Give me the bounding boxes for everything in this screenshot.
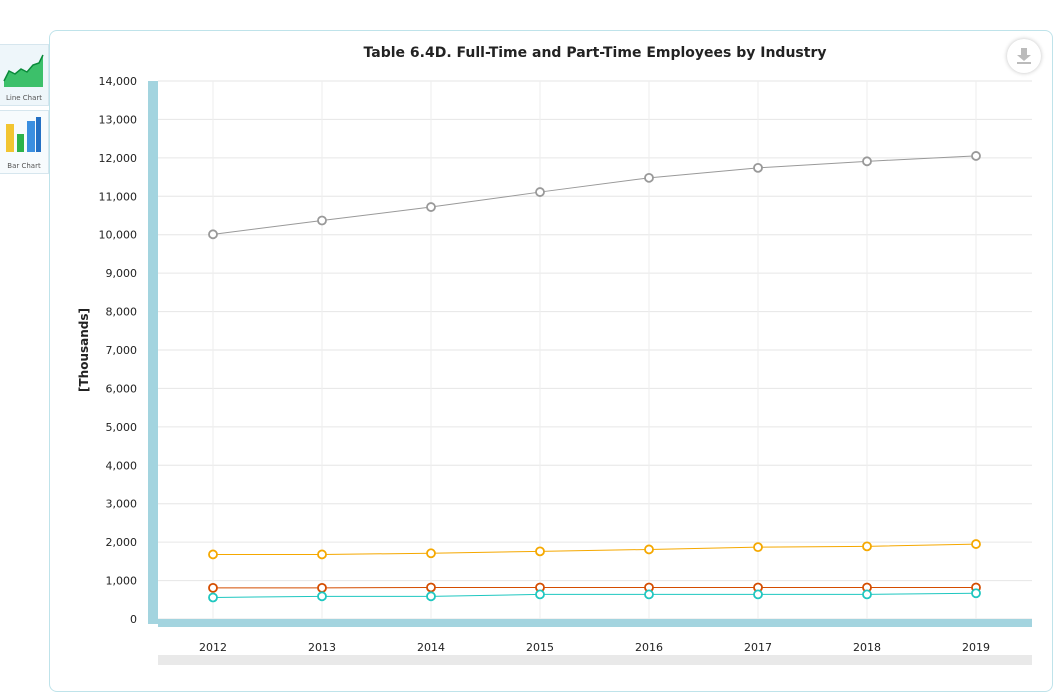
- y-tick-label: 6,000: [106, 382, 138, 395]
- y-tick-label: 14,000: [99, 75, 138, 88]
- data-point: [972, 540, 980, 548]
- data-point: [863, 157, 871, 165]
- x-tick-label: 2019: [962, 641, 990, 654]
- data-point: [209, 550, 217, 558]
- x-tick-label: 2016: [635, 641, 663, 654]
- y-tick-label: 12,000: [99, 152, 138, 165]
- data-point: [427, 592, 435, 600]
- y-tick-label: 5,000: [106, 421, 138, 434]
- data-point: [536, 188, 544, 196]
- y-tick-label: 4,000: [106, 459, 138, 472]
- data-point: [536, 547, 544, 555]
- y-tick-label: 1,000: [106, 575, 138, 588]
- y-tick-label: 3,000: [106, 498, 138, 511]
- data-point: [427, 583, 435, 591]
- x-tick-label: 2013: [308, 641, 336, 654]
- series-line: [213, 156, 976, 234]
- data-point: [754, 590, 762, 598]
- scrollbar-track: [158, 655, 1032, 665]
- data-point: [645, 545, 653, 553]
- y-tick-label: 11,000: [99, 190, 138, 203]
- data-point: [318, 216, 326, 224]
- y-tick-label: 8,000: [106, 306, 138, 319]
- series-line: [213, 593, 976, 597]
- x-tick-label: 2015: [526, 641, 554, 654]
- y-tick-label: 7,000: [106, 344, 138, 357]
- data-point: [209, 593, 217, 601]
- data-point: [427, 549, 435, 557]
- y-axis-band: [148, 81, 158, 624]
- x-tick-label: 2014: [417, 641, 445, 654]
- x-axis-band: [158, 619, 1032, 627]
- data-point: [209, 584, 217, 592]
- series-line: [213, 544, 976, 554]
- x-tick-label: 2012: [199, 641, 227, 654]
- data-point: [645, 590, 653, 598]
- data-point: [972, 589, 980, 597]
- y-tick-label: 2,000: [106, 536, 138, 549]
- data-point: [536, 590, 544, 598]
- download-icon: [1017, 48, 1031, 64]
- x-tick-label: 2017: [744, 641, 772, 654]
- data-point: [972, 152, 980, 160]
- data-point: [318, 550, 326, 558]
- data-point: [427, 203, 435, 211]
- x-tick-label: 2018: [853, 641, 881, 654]
- y-axis-label: [Thousands]: [77, 308, 91, 392]
- data-point: [863, 590, 871, 598]
- data-point: [645, 174, 653, 182]
- data-point: [754, 164, 762, 172]
- y-tick-label: 9,000: [106, 267, 138, 280]
- data-point: [863, 542, 871, 550]
- y-tick-label: 10,000: [99, 229, 138, 242]
- y-tick-label: 13,000: [99, 113, 138, 126]
- data-point: [754, 543, 762, 551]
- data-point: [209, 230, 217, 238]
- download-button[interactable]: [1007, 39, 1041, 73]
- line-chart: Table 6.4D. Full-Time and Part-Time Empl…: [0, 0, 1060, 665]
- y-tick-label: 0: [130, 613, 137, 626]
- data-point: [318, 592, 326, 600]
- chart-title: Table 6.4D. Full-Time and Part-Time Empl…: [364, 45, 827, 61]
- data-point: [318, 584, 326, 592]
